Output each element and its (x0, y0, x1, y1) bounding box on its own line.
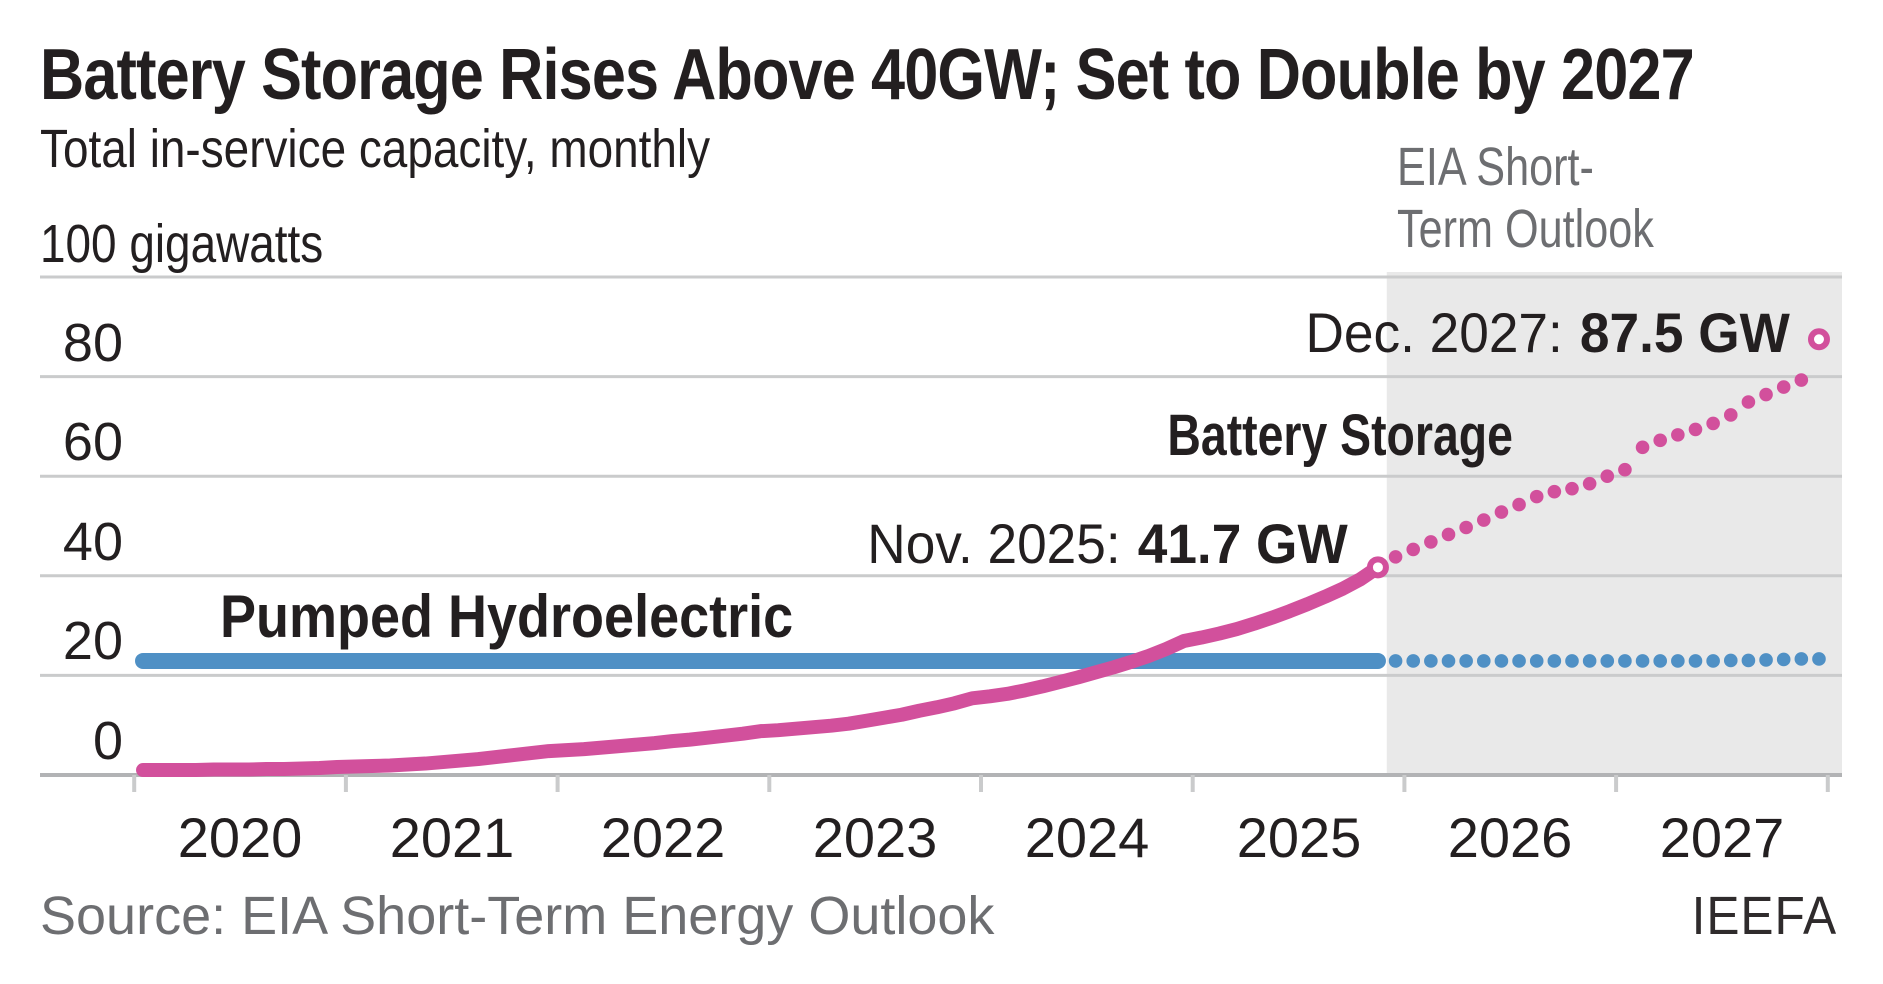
hydro-forecast-dot (1459, 654, 1473, 668)
hydro-forecast-dot (1547, 654, 1562, 668)
chart-subtitle: Total in-service capacity, monthly (40, 119, 711, 179)
battery-forecast-dot (1406, 542, 1421, 557)
battery-forecast-dot (1723, 408, 1738, 422)
x-tick-2024: 2024 (1024, 806, 1150, 869)
callout-nov-2025: Nov. 2025: 41.7 GW (868, 511, 1348, 576)
hydro-forecast-dot (1776, 652, 1791, 667)
callout-nov-2025-value: 41.7 GW (1138, 512, 1348, 575)
chart-title: Battery Storage Rises Above 40GW; Set to… (40, 35, 1695, 115)
callout-nov-2025-date: Nov. 2025: (867, 512, 1121, 575)
x-tick-2025: 2025 (1236, 806, 1362, 869)
battery-forecast-dot (1476, 513, 1491, 527)
battery-forecast-dot (1582, 476, 1597, 491)
battery-forecast-dot (1706, 416, 1720, 431)
x-tick-2027: 2027 (1659, 806, 1785, 869)
battery-forecast-dot (1565, 481, 1579, 496)
battery-forecast-dot (1759, 387, 1773, 402)
hydro-forecast-dot (1388, 654, 1403, 668)
battery-forecast-dot (1600, 469, 1615, 484)
y-tick-0: 0 (92, 711, 123, 771)
series-label-battery-storage: Battery Storage (1167, 403, 1513, 468)
hydro-forecast-dot (1600, 654, 1615, 668)
hydro-forecast-dot (1441, 654, 1456, 668)
battery-forecast-dot (1512, 497, 1526, 512)
hydro-forecast-dot (1688, 654, 1703, 668)
hydro-forecast-dot (1635, 654, 1650, 668)
forecast-region-label-line1: EIA Short- (1397, 137, 1594, 197)
hydro-forecast-dot (1618, 654, 1632, 668)
y-tick-20: 20 (62, 611, 123, 671)
battery-forecast-dot (1653, 433, 1668, 448)
battery-forecast-dot (1388, 550, 1403, 564)
hydro-forecast-dot (1582, 654, 1597, 668)
battery-forecast-dot (1688, 422, 1703, 437)
forecast-region-label-line2: Term Outlook (1397, 199, 1654, 259)
x-tick-2020: 2020 (177, 806, 303, 869)
hydro-forecast-dot (1476, 654, 1491, 668)
callout-dec-2027: Dec. 2027: 87.5 GW (1306, 300, 1790, 365)
hydro-forecast-dot (1706, 654, 1720, 668)
x-tick-2021: 2021 (389, 806, 515, 869)
y-axis-unit-label: 100 gigawatts (40, 214, 324, 274)
battery-forecast-dot (1794, 373, 1809, 387)
hydro-forecast-dot (1424, 654, 1438, 668)
series-label-pumped-hydroelectric: Pumped Hydroelectric (220, 583, 794, 650)
battery-forecast-dot (1441, 527, 1456, 542)
hydro-forecast-dot (1759, 653, 1773, 667)
y-tick-80: 80 (62, 313, 123, 373)
hydro-forecast-dot (1723, 653, 1738, 668)
battery-forecast-dot (1494, 505, 1509, 519)
battery-dec-2027-marker (1807, 328, 1830, 351)
battery-forecast-dot (1424, 535, 1438, 549)
battery-forecast-dot (1529, 489, 1544, 504)
hydro-forecast-dot (1671, 654, 1685, 668)
battery-forecast-dot (1459, 520, 1473, 535)
x-tick-2022: 2022 (600, 806, 726, 869)
x-tick-2023: 2023 (812, 806, 938, 869)
y-tick-40: 40 (62, 512, 123, 572)
hydro-forecast-dot (1741, 653, 1756, 668)
hydro-forecast-dot (1653, 654, 1668, 668)
forecast-region-label: EIA Short- Term Outlook (1397, 136, 1654, 260)
y-tick-60: 60 (62, 412, 123, 472)
battery-forecast-dot (1618, 462, 1632, 477)
battery-forecast-dot (1547, 484, 1562, 499)
hydro-forecast-dot (1812, 652, 1826, 666)
callout-dec-2027-value: 87.5 GW (1580, 301, 1790, 364)
battery-forecast-dot (1741, 395, 1756, 409)
hydro-forecast-dot (1406, 654, 1421, 668)
battery-forecast-dot (1776, 380, 1791, 394)
publisher-credit: IEEFA (1691, 886, 1837, 946)
hydro-forecast-dot (1512, 654, 1526, 668)
callout-dec-2027-date: Dec. 2027: (1305, 301, 1563, 364)
battery-forecast-dot (1635, 440, 1650, 455)
hydro-forecast-dot (1494, 654, 1509, 668)
battery-history-line (136, 560, 1385, 778)
source-note: Source: EIA Short-Term Energy Outlook (40, 886, 995, 946)
hydro-forecast-dot (1565, 654, 1579, 668)
hydro-forecast-dot (1794, 652, 1809, 666)
hydro-forecast-dot (1529, 654, 1544, 668)
battery-nov-2025-marker (1366, 556, 1389, 579)
x-tick-2026: 2026 (1447, 806, 1573, 869)
battery-forecast-dot (1671, 428, 1685, 442)
